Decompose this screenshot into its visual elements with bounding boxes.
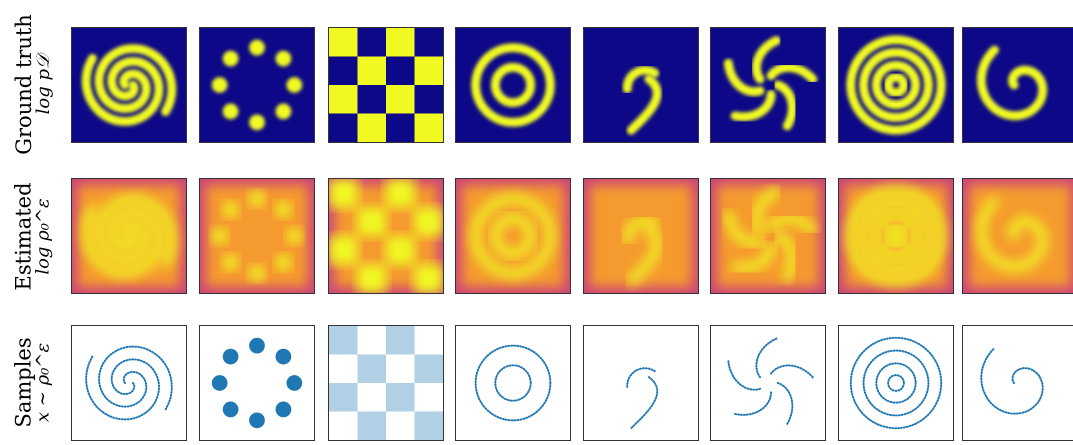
panel-rings-estimated <box>838 178 954 294</box>
panel-circles-ground-truth <box>455 27 571 143</box>
panel-pinwheel-estimated <box>710 178 826 294</box>
panel-swissroll-estimated <box>962 178 1073 294</box>
panel-8gaussians-ground-truth <box>199 27 315 143</box>
panel-pinwheel-samples <box>710 325 826 441</box>
row-label-samples: Samples x ∼ ρ₀^ε <box>0 322 66 442</box>
panel-2spirals-samples <box>71 325 187 441</box>
row-label-ground-truth: Ground truth log p𝒟 <box>0 14 66 155</box>
panel-circles-estimated <box>455 178 571 294</box>
panel-2spirals-ground-truth <box>71 27 187 143</box>
row-subtitle: log p𝒟 <box>32 54 54 114</box>
panel-8gaussians-samples <box>199 325 315 441</box>
panel-moons-estimated <box>583 178 699 294</box>
panel-rings-ground-truth <box>838 27 954 143</box>
panel-checkerboard-samples <box>328 325 444 441</box>
panel-swissroll-samples <box>962 325 1073 441</box>
row-label-estimated: Estimated log ρ₀^ε <box>0 176 66 296</box>
panel-8gaussians-estimated <box>199 178 315 294</box>
panel-checkerboard-ground-truth <box>328 27 444 143</box>
panel-circles-samples <box>455 325 571 441</box>
panel-pinwheel-ground-truth <box>710 27 826 143</box>
panel-2spirals-estimated <box>71 178 187 294</box>
panel-moons-samples <box>583 325 699 441</box>
row-subtitle: log ρ₀^ε <box>32 197 54 275</box>
panel-rings-samples <box>838 325 954 441</box>
row-subtitle: x ∼ ρ₀^ε <box>32 342 54 422</box>
panel-moons-ground-truth <box>583 27 699 143</box>
panel-swissroll-ground-truth <box>962 27 1073 143</box>
panel-checkerboard-estimated <box>328 178 444 294</box>
